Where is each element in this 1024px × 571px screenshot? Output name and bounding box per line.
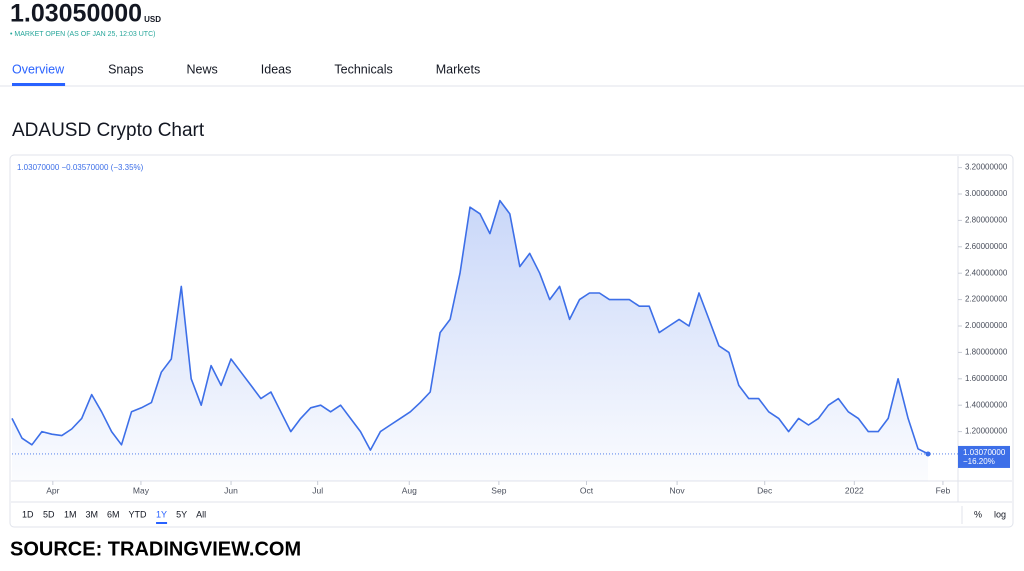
y-tick-label: 1.20000000 — [965, 427, 1008, 436]
tab[interactable]: Snaps — [108, 62, 143, 76]
x-tick-label: Apr — [46, 485, 59, 495]
x-tick-label: May — [133, 485, 150, 495]
range-button[interactable]: 1D — [22, 509, 34, 519]
price-line — [11, 199, 929, 455]
currency: USD — [144, 15, 161, 24]
area-fill — [12, 200, 928, 481]
x-tick-label: Dec — [757, 485, 773, 495]
tab[interactable]: News — [187, 62, 218, 76]
y-tick-label: 2.80000000 — [965, 216, 1008, 225]
x-tick-label: Aug — [402, 485, 417, 495]
x-tick-label: 2022 — [845, 485, 864, 495]
x-tick-label: Jun — [224, 485, 238, 495]
y-tick-label: 2.00000000 — [965, 321, 1008, 330]
y-tick-label: 2.40000000 — [965, 268, 1008, 277]
tab[interactable]: Technicals — [334, 62, 392, 76]
source: SOURCE: TRADINGVIEW.COM — [10, 538, 301, 560]
range-button[interactable]: YTD — [129, 509, 148, 519]
tab[interactable]: Overview — [12, 62, 65, 76]
tab[interactable]: Ideas — [261, 62, 292, 76]
chart-frame — [9, 154, 1014, 528]
price-change: −16.20% — [963, 457, 995, 466]
range-button[interactable]: 1M — [64, 509, 77, 519]
tab[interactable]: Markets — [436, 62, 480, 76]
y-tick-label: 2.20000000 — [965, 295, 1008, 304]
market-status: • MARKET OPEN (AS OF JAN 25, 12:03 UTC) — [10, 31, 155, 38]
range-button[interactable]: 3M — [86, 509, 99, 519]
scale-button[interactable]: % — [974, 509, 982, 519]
range-button[interactable]: All — [196, 509, 206, 519]
x-tick-label: Sep — [491, 485, 506, 495]
range-button[interactable]: 1Y — [156, 509, 167, 519]
y-tick-label: 3.00000000 — [965, 189, 1008, 198]
y-tick-label: 1.80000000 — [965, 348, 1008, 357]
x-tick-label: Feb — [936, 485, 951, 495]
active-range-underline — [156, 522, 168, 524]
active-tab-underline — [12, 83, 66, 86]
price-label-box — [958, 445, 1010, 468]
x-tick-label: Jul — [312, 485, 323, 495]
y-tick-label: 1.40000000 — [965, 400, 1008, 409]
range-button[interactable]: 6M — [107, 509, 120, 519]
range-button[interactable]: 5D — [43, 509, 55, 519]
y-tick-label: 2.60000000 — [965, 242, 1008, 251]
y-tick-label: 3.20000000 — [965, 163, 1008, 172]
legend-text: 1.03070000 −0.03570000 (−3.35%) — [17, 163, 144, 172]
x-tick-label: Oct — [580, 485, 594, 495]
chart-title: ADAUSD Crypto Chart — [12, 120, 205, 141]
y-tick-label: 1.60000000 — [965, 374, 1008, 383]
x-tick-label: Nov — [670, 485, 686, 495]
price-label: 1.03070000 — [963, 448, 1006, 457]
scale-button[interactable]: log — [994, 509, 1006, 519]
range-button[interactable]: 5Y — [176, 509, 187, 519]
price: 1.03050000 — [10, 0, 142, 28]
